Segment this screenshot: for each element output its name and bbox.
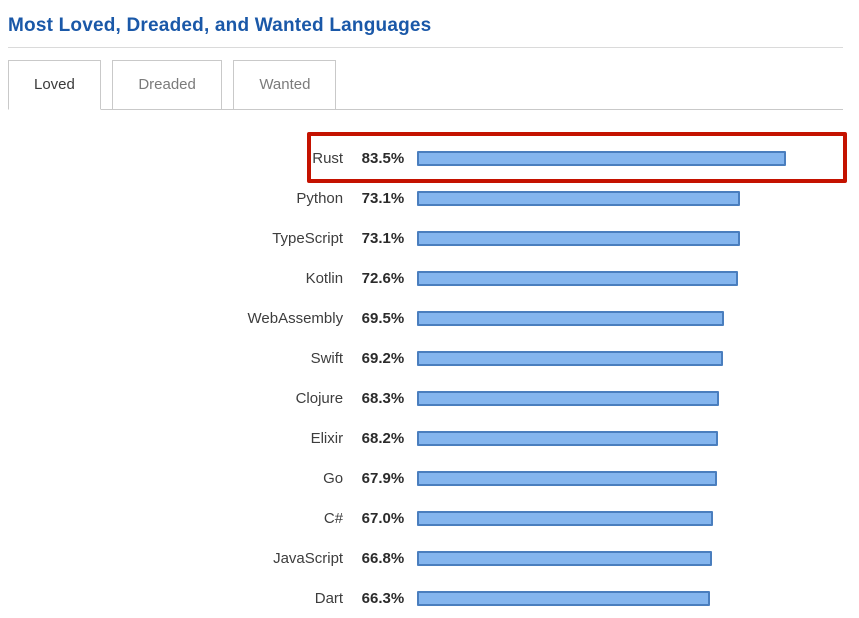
percentage-value: 68.3% — [361, 389, 405, 407]
percentage-value: 73.1% — [361, 189, 405, 207]
bar — [417, 230, 741, 246]
chart-row: TypeScript 73.1% — [0, 218, 859, 258]
chart-row: Python 73.1% — [0, 178, 859, 218]
tab-dreaded[interactable]: Dreaded — [112, 60, 222, 110]
tab-loved[interactable]: Loved — [8, 60, 101, 110]
percentage-value: 67.0% — [361, 509, 405, 527]
bar-track — [417, 510, 859, 526]
chart-row: Rust 83.5% — [0, 132, 859, 183]
chart-row: Kotlin 72.6% — [0, 258, 859, 298]
tab-bar: Loved Dreaded Wanted — [8, 60, 843, 110]
percentage-value: 72.6% — [361, 269, 405, 287]
chart-row: JavaScript 66.8% — [0, 538, 859, 578]
chart-row: Elixir 68.2% — [0, 418, 859, 458]
language-label: WebAssembly — [247, 309, 344, 327]
bar-track — [417, 350, 859, 366]
bar — [417, 350, 723, 366]
percentage-value: 69.2% — [361, 349, 405, 367]
percentage-value: 66.8% — [361, 549, 405, 567]
chart-row: Clojure 68.3% — [0, 378, 859, 418]
chart-row: WebAssembly 69.5% — [0, 298, 859, 338]
bar-track — [417, 390, 859, 406]
page-title: Most Loved, Dreaded, and Wanted Language… — [8, 15, 432, 36]
bar-track — [417, 270, 859, 286]
language-label: Kotlin — [305, 269, 344, 287]
tab-wanted[interactable]: Wanted — [233, 60, 337, 110]
percentage-value: 68.2% — [361, 429, 405, 447]
bar — [417, 190, 741, 206]
chart-row: C# 67.0% — [0, 498, 859, 538]
percentage-value: 67.9% — [361, 469, 405, 487]
percentage-value: 83.5% — [361, 149, 405, 167]
chart-rows: Rust 83.5% Python 73.1% TypeScript 73.1% Kotli… — [0, 132, 859, 618]
percentage-value: 69.5% — [361, 309, 405, 327]
language-label: Clojure — [295, 389, 344, 407]
bar-track — [417, 590, 859, 606]
bar-track — [417, 430, 859, 446]
bar-track — [417, 550, 859, 566]
percentage-value: 73.1% — [361, 229, 405, 247]
bar — [417, 390, 719, 406]
language-label: TypeScript — [272, 229, 344, 247]
title-divider — [8, 47, 843, 48]
chart-row: Go 67.9% — [0, 458, 859, 498]
bar — [417, 270, 738, 286]
language-label: JavaScript — [273, 549, 344, 567]
language-label: Rust — [312, 149, 344, 167]
bar-track — [417, 310, 859, 326]
percentage-value: 66.3% — [361, 589, 405, 607]
bar-track — [417, 230, 859, 246]
bar — [417, 150, 787, 166]
bar — [417, 310, 725, 326]
language-label: Python — [296, 189, 344, 207]
bar-chart: Rust 83.5% Python 73.1% TypeScript 73.1% Kotli… — [0, 110, 859, 618]
language-label: Elixir — [310, 429, 344, 447]
bar — [417, 550, 713, 566]
language-label: C# — [323, 509, 344, 527]
bar — [417, 470, 718, 486]
chart-row: Swift 69.2% — [0, 338, 859, 378]
chart-row: Dart 66.3% — [0, 578, 859, 618]
bar — [417, 590, 711, 606]
language-label: Dart — [314, 589, 344, 607]
bar — [417, 510, 714, 526]
language-label: Go — [323, 469, 344, 487]
bar-track — [417, 470, 859, 486]
bar — [417, 430, 719, 446]
bar-track — [417, 150, 859, 166]
bar-track — [417, 190, 859, 206]
language-label: Swift — [310, 349, 344, 367]
